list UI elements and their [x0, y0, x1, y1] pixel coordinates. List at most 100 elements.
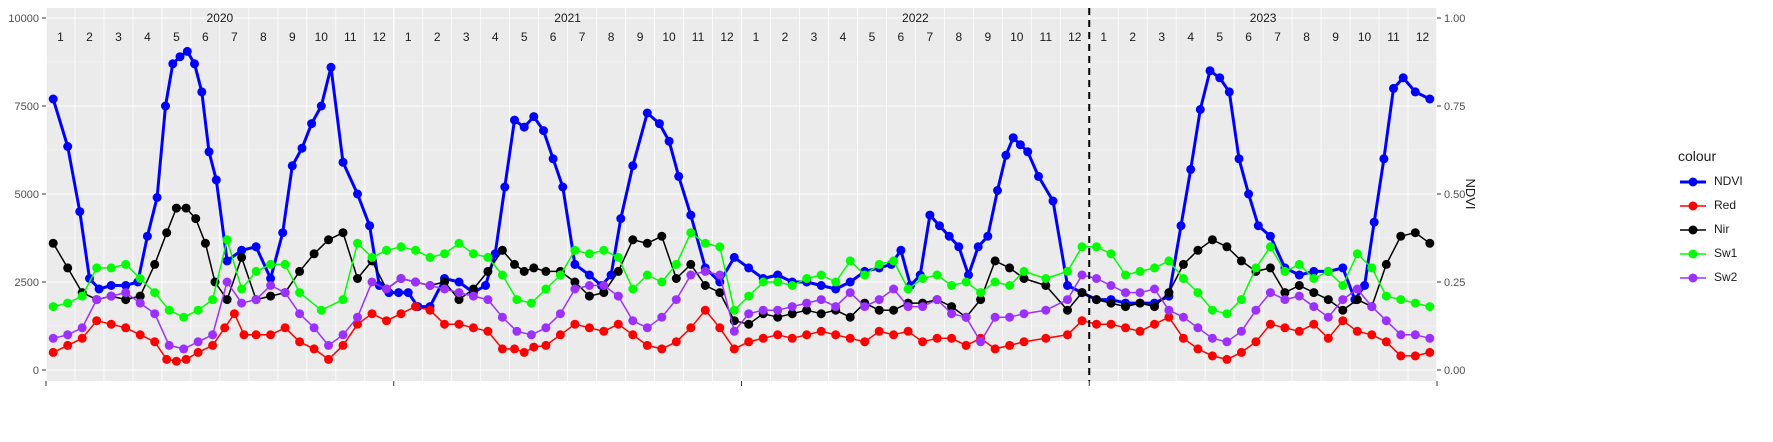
- data-point-red: [338, 340, 348, 350]
- data-point-ndvi: [266, 274, 276, 283]
- data-point-red: [1352, 326, 1362, 336]
- data-point-sw2: [164, 340, 174, 350]
- data-point-red: [1207, 351, 1217, 361]
- legend-swatch: [1680, 273, 1706, 283]
- data-point-red: [831, 330, 841, 340]
- data-point-nir: [874, 305, 884, 315]
- data-point-sw1: [135, 274, 145, 283]
- data-point-nir: [483, 266, 493, 276]
- data-point-ndvi: [365, 221, 375, 231]
- data-point-sw2: [150, 309, 160, 319]
- data-point-sw2: [1106, 281, 1116, 290]
- data-point-sw2: [251, 295, 261, 305]
- data-point-sw2: [1019, 309, 1029, 319]
- data-point-nir: [200, 238, 210, 248]
- data-point-sw1: [1425, 302, 1435, 312]
- data-point-nir: [63, 263, 73, 273]
- data-point-sw1: [1106, 249, 1116, 259]
- data-point-ndvi: [48, 94, 58, 104]
- data-point-red: [1178, 333, 1188, 343]
- data-point-sw1: [860, 270, 870, 280]
- data-point-nir: [519, 266, 529, 276]
- month-label: 12: [1416, 30, 1430, 44]
- data-point-ndvi: [490, 249, 500, 259]
- year-label: 2021: [554, 11, 581, 25]
- data-point-sw1: [889, 256, 899, 266]
- data-point-sw2: [1338, 295, 1348, 305]
- data-point-sw2: [1063, 295, 1072, 305]
- data-point-red: [613, 319, 623, 329]
- data-point-ndvi: [674, 171, 684, 181]
- month-label: 1: [1100, 30, 1107, 44]
- year-label: 2020: [207, 11, 234, 25]
- data-point-sw2: [208, 330, 218, 340]
- data-point-ndvi: [481, 281, 490, 290]
- data-point-red: [150, 337, 160, 347]
- left-axis-tick-label: 5000: [15, 189, 39, 201]
- data-point-ndvi: [316, 101, 326, 111]
- data-point-sw1: [947, 281, 957, 290]
- data-point-sw2: [1193, 323, 1203, 333]
- data-point-red: [918, 337, 928, 347]
- data-point-sw1: [918, 274, 928, 283]
- data-point-sw1: [1063, 266, 1072, 276]
- data-point-nir: [1396, 231, 1406, 241]
- data-point-sw1: [990, 277, 1000, 287]
- data-point-sw1: [454, 238, 464, 248]
- data-point-sw1: [700, 238, 710, 248]
- data-point-red: [1077, 316, 1087, 326]
- data-point-sw2: [976, 337, 986, 347]
- legend-item-ndvi: NDVI: [1678, 170, 1770, 194]
- data-point-red: [1106, 319, 1116, 329]
- data-point-sw1: [526, 298, 536, 308]
- month-label: 4: [1187, 30, 1194, 44]
- data-point-sw1: [671, 259, 681, 269]
- data-point-sw2: [440, 284, 449, 294]
- data-point-sw1: [932, 270, 942, 280]
- data-point-sw2: [1251, 305, 1261, 315]
- data-point-red: [642, 340, 652, 350]
- data-point-sw1: [1410, 298, 1420, 308]
- data-point-sw1: [628, 284, 638, 294]
- month-label: 1: [405, 30, 412, 44]
- data-point-red: [529, 342, 539, 352]
- data-point-sw1: [316, 305, 326, 315]
- data-point-sw1: [555, 270, 565, 280]
- year-label: 2022: [902, 11, 929, 25]
- data-point-red: [932, 333, 942, 343]
- data-point-sw2: [121, 288, 131, 298]
- data-point-sw2: [1294, 291, 1304, 301]
- data-point-sw1: [266, 259, 276, 269]
- data-point-sw1: [845, 256, 855, 266]
- legend-item-nir: Nir: [1678, 218, 1770, 242]
- data-point-ndvi: [1195, 105, 1205, 114]
- data-point-sw2: [295, 309, 305, 319]
- data-point-sw2: [1150, 284, 1159, 294]
- data-point-sw2: [555, 309, 565, 319]
- data-point-nir: [309, 249, 319, 259]
- data-point-sw2: [1164, 305, 1174, 315]
- data-point-sw2: [932, 295, 942, 305]
- legend-swatch-dot: [1688, 225, 1698, 235]
- data-point-sw2: [454, 288, 464, 298]
- data-point-nir: [468, 284, 478, 294]
- data-point-red: [816, 326, 826, 336]
- data-point-ndvi: [664, 136, 674, 146]
- right-axis-tick-label: 0.75: [1444, 101, 1465, 113]
- data-point-ndvi: [222, 256, 232, 266]
- data-point-sw1: [77, 291, 87, 301]
- data-point-nir: [584, 291, 594, 301]
- data-point-nir: [715, 288, 725, 298]
- data-point-nir: [541, 266, 551, 276]
- data-point-red: [1222, 354, 1232, 364]
- data-point-sw1: [425, 252, 435, 262]
- data-point-sw2: [628, 316, 638, 326]
- data-point-sw1: [729, 305, 739, 315]
- data-point-red: [541, 340, 551, 350]
- data-point-nir: [135, 291, 145, 301]
- data-point-sw1: [497, 270, 507, 280]
- data-point-red: [773, 330, 783, 340]
- data-point-sw2: [1236, 326, 1246, 336]
- data-point-red: [454, 319, 464, 329]
- data-point-sw2: [77, 323, 87, 333]
